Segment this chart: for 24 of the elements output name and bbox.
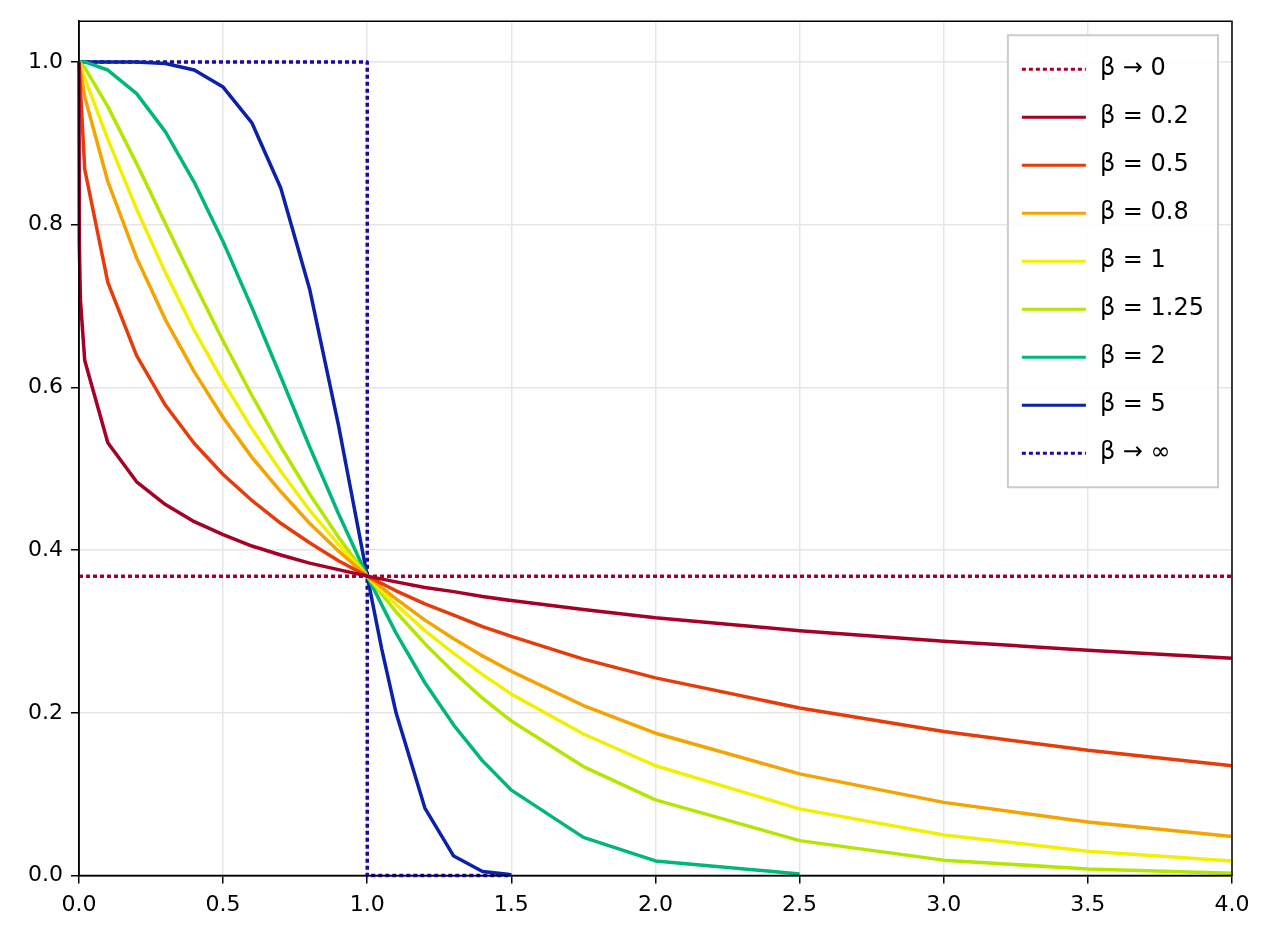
- x-tick-label: 1.5: [493, 890, 529, 916]
- y-tick-label: 1.0: [27, 47, 63, 73]
- x-tick-label: 0.5: [205, 890, 241, 916]
- y-tick-label: 0.6: [27, 373, 63, 399]
- x-tick-label: 2.5: [782, 890, 818, 916]
- legend-label: β = 0.5: [1099, 149, 1189, 178]
- legend-label: β = 0.8: [1099, 197, 1189, 226]
- y-tick-label: 0.2: [27, 698, 63, 724]
- y-tick-label: 0.0: [27, 861, 63, 887]
- x-tick-label: 2.0: [637, 890, 673, 916]
- x-tick-label: 1.0: [349, 890, 385, 916]
- y-tick-label: 0.4: [27, 535, 63, 561]
- x-tick-label: 0.0: [61, 890, 97, 916]
- y-tick-label: 0.8: [27, 210, 63, 236]
- legend-label: β → 0: [1099, 53, 1166, 82]
- legend-label: β = 5: [1099, 389, 1166, 418]
- x-tick-label: 3.0: [926, 890, 962, 916]
- legend-label: β = 2: [1099, 341, 1166, 370]
- x-tick-label: 4.0: [1214, 890, 1250, 916]
- x-tick-label: 3.5: [1070, 890, 1106, 916]
- legend-label: β = 1: [1099, 245, 1166, 274]
- legend-label: β → ∞: [1099, 437, 1171, 466]
- legend-label: β = 1.25: [1099, 293, 1204, 322]
- legend-label: β = 0.2: [1099, 101, 1189, 130]
